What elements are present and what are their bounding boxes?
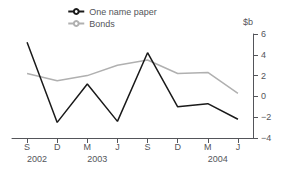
svg-text:J: J [115, 142, 120, 152]
svg-text:$b: $b [243, 17, 253, 27]
svg-text:J: J [236, 142, 241, 152]
svg-text:One name paper: One name paper [89, 7, 157, 17]
svg-text:D: D [54, 142, 61, 152]
svg-text:6: 6 [261, 29, 266, 39]
svg-text:0: 0 [261, 91, 266, 101]
svg-text:−4: −4 [261, 133, 271, 143]
svg-text:M: M [204, 142, 212, 152]
svg-text:2002: 2002 [27, 154, 47, 164]
svg-text:2: 2 [261, 71, 266, 81]
svg-text:S: S [145, 142, 151, 152]
svg-text:Bonds: Bonds [89, 19, 115, 29]
svg-text:2003: 2003 [87, 154, 107, 164]
svg-text:D: D [174, 142, 181, 152]
svg-text:−2: −2 [261, 112, 271, 122]
svg-text:2004: 2004 [208, 154, 228, 164]
svg-text:S: S [24, 142, 30, 152]
svg-text:4: 4 [261, 50, 266, 60]
svg-text:M: M [84, 142, 92, 152]
